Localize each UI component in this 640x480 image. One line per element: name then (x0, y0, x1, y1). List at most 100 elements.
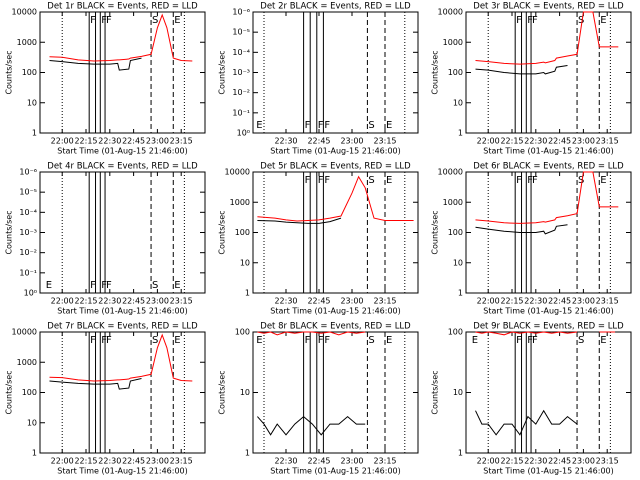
y-axis-label: Counts/sec (431, 50, 440, 94)
y-tick-label: 1000 (17, 358, 37, 367)
event-label: F (527, 15, 533, 26)
y-tick-label: 10000 (12, 8, 37, 17)
x-tick-label: 22:45 (307, 297, 330, 306)
y-axis-label: Counts/sec (218, 50, 227, 94)
chart-title: Det 7r BLACK = Events, RED = LLD (47, 322, 198, 332)
event-label: F (318, 175, 324, 186)
x-tick-label: 22:45 (307, 457, 330, 466)
x-tick-label: 22:45 (122, 297, 145, 306)
plot-frame (252, 11, 419, 134)
x-tick-label: 23:00 (572, 297, 595, 306)
plot-frame (465, 331, 632, 454)
series-line (475, 171, 619, 224)
event-label: F (527, 335, 533, 346)
x-tick-label: 23:00 (572, 137, 595, 146)
x-tick-label: 22:15 (74, 137, 97, 146)
y-tick-label: 10⁻¹ (232, 108, 250, 117)
event-label: F (516, 15, 522, 26)
x-tick-label: 22:45 (122, 137, 145, 146)
chart-title: Det 8r BLACK = Events, RED = LLD (260, 322, 411, 332)
x-tick-label: 23:15 (596, 137, 619, 146)
plot-frame (39, 171, 206, 294)
series-line (49, 13, 193, 62)
series-line (257, 175, 414, 222)
event-label: E (46, 280, 52, 291)
y-axis-label: Counts/sec (5, 210, 14, 254)
x-tick-label: 22:30 (524, 137, 547, 146)
y-tick-label: 10⁻⁵ (19, 188, 37, 197)
series-line (49, 333, 193, 382)
y-tick-label: 10⁻⁶ (19, 168, 37, 177)
x-axis-label: Start Time (01-Aug-15 21:46:00) (483, 467, 614, 476)
y-tick-label: 1 (245, 289, 250, 298)
event-label: F (305, 335, 311, 346)
x-tick-label: 22:30 (524, 297, 547, 306)
x-tick-label: 23:00 (340, 457, 363, 466)
y-tick-label: 100 (448, 228, 463, 237)
y-tick-label: 100 (448, 68, 463, 77)
x-axis-label: Start Time (01-Aug-15 21:46:00) (270, 147, 401, 156)
x-axis-label: Start Time (01-Aug-15 21:46:00) (57, 147, 188, 156)
x-tick-label: 23:15 (596, 297, 619, 306)
y-tick-label: 100 (235, 328, 250, 337)
event-label: F (101, 15, 107, 26)
y-tick-label: 10⁰ (24, 289, 37, 298)
event-label: S (578, 175, 584, 186)
y-tick-label: 1000 (230, 198, 250, 207)
y-tick-label: 10 (453, 98, 463, 107)
x-tick-label: 23:00 (340, 137, 363, 146)
y-tick-label: 10 (240, 258, 250, 267)
x-axis-label: Start Time (01-Aug-15 21:46:00) (57, 307, 188, 316)
event-label: S (578, 335, 584, 346)
y-tick-label: 1 (458, 449, 463, 458)
x-tick-label: 22:00 (51, 457, 74, 466)
event-label: F (106, 335, 112, 346)
x-tick-label: 23:00 (146, 137, 169, 146)
x-tick-label: 22:30 (274, 297, 297, 306)
x-tick-label: 22:00 (477, 297, 500, 306)
x-tick-label: 23:15 (596, 457, 619, 466)
event-label: F (101, 280, 107, 291)
plot-frame (39, 331, 206, 454)
x-tick-label: 22:45 (307, 137, 330, 146)
x-tick-label: 23:15 (373, 457, 396, 466)
event-label: F (532, 175, 538, 186)
series-line (257, 217, 342, 224)
y-tick-label: 10⁻² (19, 248, 37, 257)
y-tick-label: 10⁻⁶ (232, 8, 250, 17)
event-label: F (305, 120, 311, 131)
event-label: E (256, 120, 262, 131)
chart-title: Det 1r BLACK = Events, RED = LLD (47, 2, 198, 12)
event-label: F (90, 15, 96, 26)
event-label: F (324, 120, 330, 131)
event-label: F (106, 280, 112, 291)
event-label: F (305, 175, 311, 186)
chart-title: Det 3r BLACK = Events, RED = LLD (473, 2, 624, 12)
event-label: F (527, 175, 533, 186)
event-label: S (152, 15, 158, 26)
y-tick-label: 100 (448, 328, 463, 337)
x-tick-label: 22:00 (51, 297, 74, 306)
series-line (475, 409, 578, 436)
x-tick-label: 23:00 (340, 297, 363, 306)
y-tick-label: 10 (453, 258, 463, 267)
event-label: F (106, 15, 112, 26)
event-label: E (472, 335, 478, 346)
chart-title: Det 5r BLACK = Events, RED = LLD (260, 162, 411, 172)
x-axis-label: Start Time (01-Aug-15 21:46:00) (57, 467, 188, 476)
plot-frame (252, 171, 419, 294)
event-label: F (532, 335, 538, 346)
x-axis-label: Start Time (01-Aug-15 21:46:00) (483, 147, 614, 156)
x-tick-label: 22:45 (548, 457, 571, 466)
y-tick-label: 10⁻⁴ (232, 48, 250, 57)
x-tick-label: 22:15 (74, 297, 97, 306)
y-tick-label: 10 (27, 98, 37, 107)
y-tick-label: 1 (32, 449, 37, 458)
x-tick-label: 23:15 (373, 137, 396, 146)
event-label: S (368, 335, 374, 346)
y-tick-label: 1000 (443, 38, 463, 47)
y-tick-label: 1 (458, 289, 463, 298)
y-axis-label: Counts/sec (431, 210, 440, 254)
chart-title: Det 2r BLACK = Events, RED = LLD (260, 2, 411, 12)
